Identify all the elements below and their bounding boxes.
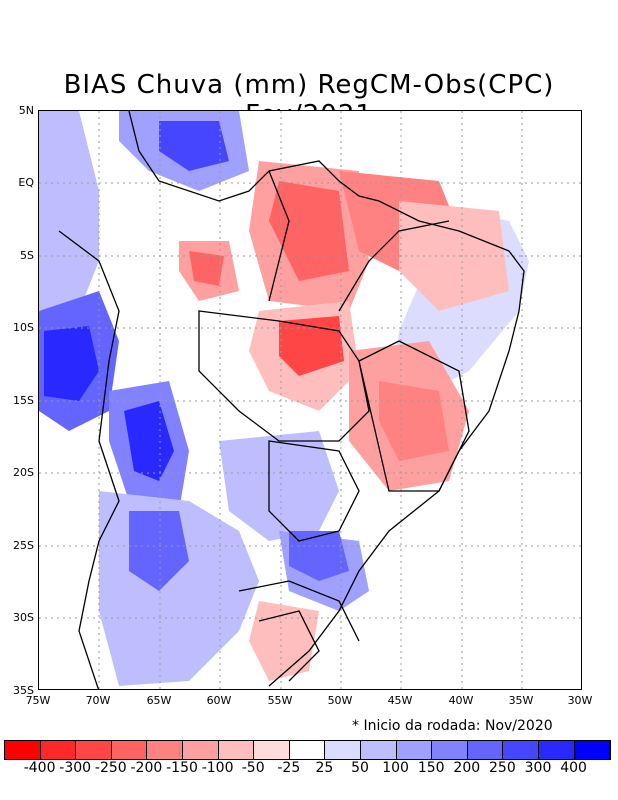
y-tick-30s: 30S (13, 611, 34, 624)
colorbar-label: 150 (417, 760, 445, 776)
x-tick-30w: 30W (567, 694, 593, 707)
colorbar-label: -300 (59, 760, 92, 776)
y-tick-25s: 25S (13, 539, 34, 552)
x-tick-75w: 75W (25, 694, 51, 707)
colorbar-label: -150 (166, 760, 198, 776)
y-tick-10s: 10S (13, 321, 34, 334)
y-tick-15s: 15S (13, 394, 34, 407)
colorbar-label: 400 (560, 760, 587, 776)
colorbar-label: -25 (277, 760, 301, 776)
colorbar-swatch (254, 741, 290, 759)
y-tick-5s: 5S (20, 249, 34, 262)
x-tick-65w: 65W (146, 694, 172, 707)
x-tick-55w: 55W (267, 694, 293, 707)
colorbar-swatch (503, 741, 539, 759)
colorbar-swatch (467, 741, 504, 759)
colorbar-swatch (147, 741, 183, 759)
colorbar-swatch (40, 741, 77, 759)
colorbar-swatch (574, 741, 611, 759)
y-tick-5n: 5N (18, 104, 34, 117)
colorbar-label: -250 (94, 760, 127, 776)
bias-map (39, 111, 581, 689)
x-tick-40w: 40W (448, 694, 474, 707)
map-plot-area (38, 110, 582, 690)
y-tick-eq: EQ (18, 176, 34, 189)
colorbar-label: 300 (524, 760, 552, 776)
colorbar-label: -400 (23, 760, 56, 776)
x-tick-45w: 45W (387, 694, 413, 707)
x-tick-50w: 50W (327, 694, 353, 707)
colorbar-label: 100 (382, 760, 409, 776)
x-tick-35w: 35W (508, 694, 534, 707)
colorbar-swatch (396, 741, 433, 759)
colorbar-swatch (432, 741, 468, 759)
colorbar-swatch (76, 741, 112, 759)
colorbar-swatch (111, 741, 148, 759)
colorbar-label: -200 (130, 760, 163, 776)
colorbar-label: -100 (201, 760, 234, 776)
colorbar-label: -50 (241, 760, 265, 776)
colorbar-label: 50 (351, 760, 369, 776)
x-tick-60w: 60W (206, 694, 232, 707)
colorbar-swatch (538, 741, 575, 759)
colorbar-label: 250 (489, 760, 516, 776)
gridlines (39, 111, 581, 689)
colorbar-swatch (360, 741, 397, 759)
colorbar-swatch (289, 741, 326, 759)
colorbar-swatch (218, 741, 255, 759)
x-tick-70w: 70W (85, 694, 111, 707)
run-start-note: * Inicio da rodada: Nov/2020 (352, 718, 553, 734)
y-tick-20s: 20S (13, 466, 34, 479)
y-tick-35s: 35S (13, 684, 34, 697)
colorbar-label: 200 (453, 760, 481, 776)
country-borders (58, 111, 525, 689)
colorbar (4, 740, 612, 760)
colorbar-swatch (182, 741, 219, 759)
colorbar-label: 25 (315, 760, 334, 776)
colorbar-swatch (5, 741, 41, 759)
colorbar-swatch (325, 741, 361, 759)
